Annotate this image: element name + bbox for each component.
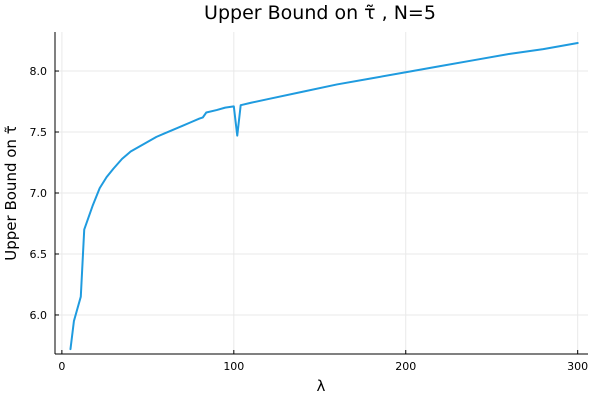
y-tick-label: 7.0 [30, 187, 48, 200]
x-axis-label: λ [317, 377, 326, 395]
series-line [69, 41, 579, 351]
ticks: 0 100 200 300 6.0 6.5 7.0 7.5 8.0 [30, 65, 589, 373]
x-tick-label: 300 [567, 360, 588, 373]
y-tick-label: 8.0 [30, 65, 48, 78]
series-layer [69, 41, 579, 351]
x-tick-label: 0 [58, 360, 65, 373]
x-tick-label: 200 [395, 360, 416, 373]
y-tick-label: 7.5 [30, 126, 48, 139]
grid [55, 32, 588, 354]
y-tick-label: 6.0 [30, 309, 48, 322]
y-tick-label: 6.5 [30, 248, 48, 261]
x-tick-label: 100 [223, 360, 244, 373]
y-axis-label: Upper Bound on τ̃ [2, 125, 20, 260]
chart-title: Upper Bound on τ̃ , N=5 [204, 2, 436, 24]
